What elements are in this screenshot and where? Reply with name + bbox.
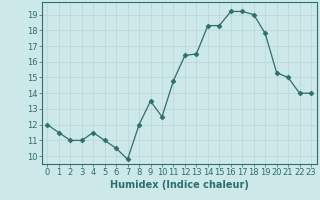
X-axis label: Humidex (Indice chaleur): Humidex (Indice chaleur)	[110, 180, 249, 190]
